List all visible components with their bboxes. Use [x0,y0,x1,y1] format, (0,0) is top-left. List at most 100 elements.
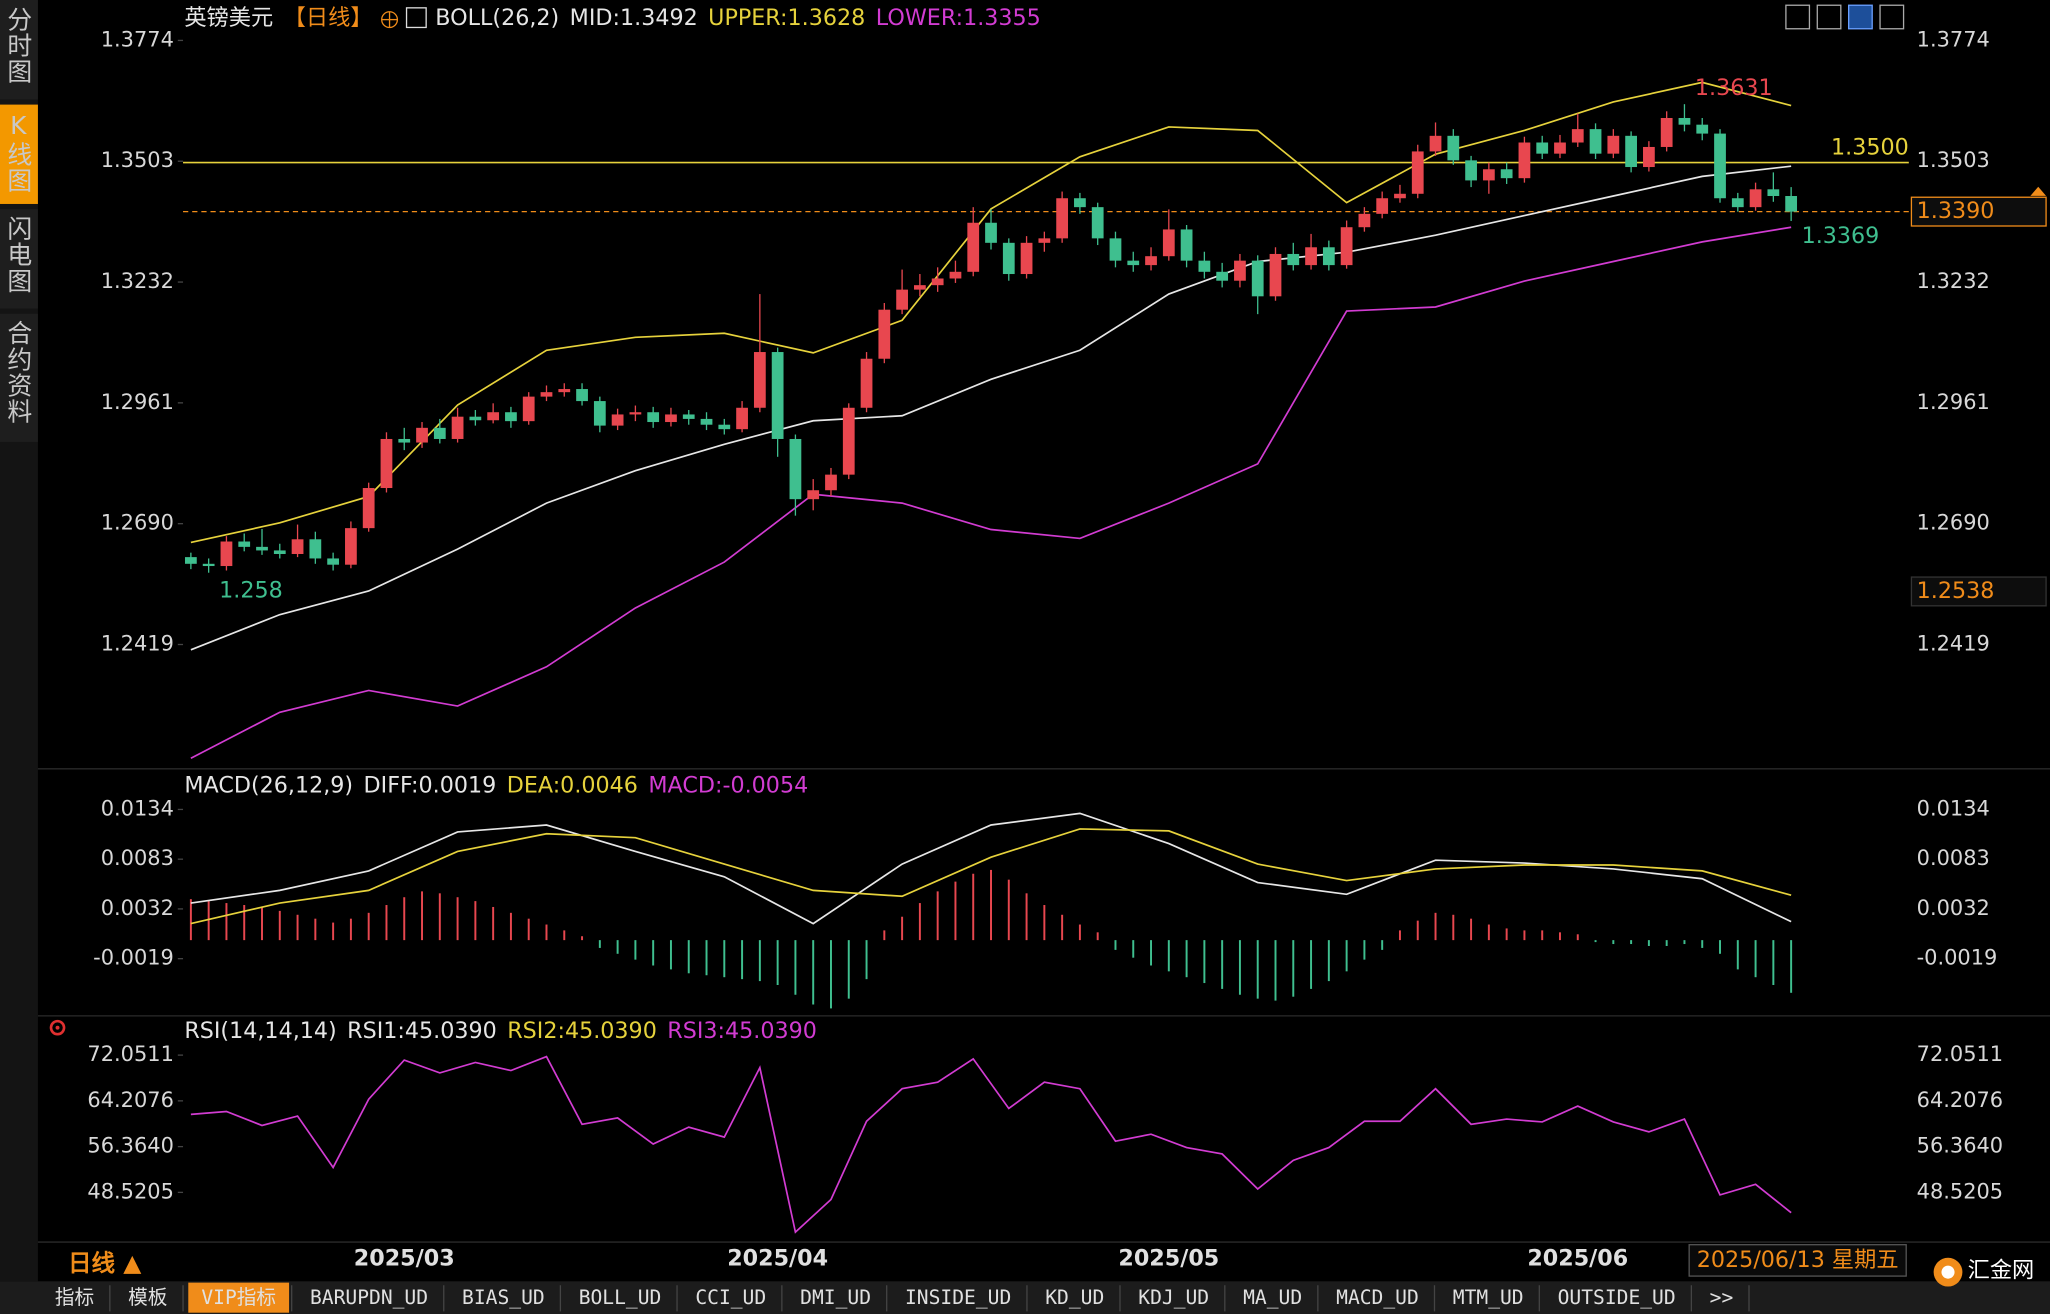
legend-entry: DIFF:0.0019 [364,772,497,798]
sidebar-tab-label[interactable]: 合约资料 [4,320,33,425]
price-marker-box [1910,196,2047,227]
candle-body [451,416,464,439]
footer-tab-bg[interactable] [41,1282,108,1313]
candle-body [753,352,766,408]
y-tick-label-right: 1.3774 [1917,27,1990,51]
sidebar-tab[interactable] [0,104,38,204]
candle-body [1767,189,1780,197]
candle-body [842,407,855,475]
footer-tab[interactable]: >> [1710,1286,1734,1309]
tool-icon[interactable] [1848,4,1873,30]
footer-tab-bg[interactable] [1544,1282,1689,1313]
legend-entry: MACD:-0.0054 [648,772,808,798]
candle-body [1607,135,1620,154]
settings-icon[interactable] [49,1019,66,1036]
price-marker-box [1910,576,2047,607]
candle-body [967,222,980,272]
candle-body [718,424,731,430]
candle-body [1251,260,1264,297]
footer-tab[interactable]: DMI_UD [800,1286,871,1309]
footer-tab-bg[interactable] [296,1282,442,1313]
price-marker-label: 1.2538 [1917,578,1995,604]
candle-body [184,557,197,564]
footer-tab-bg[interactable] [115,1282,181,1313]
candle-body [1234,260,1246,281]
candle-body [1554,142,1566,154]
chart-tools[interactable] [1785,4,1905,30]
candle-body [1500,169,1513,179]
footer-tab[interactable]: MTM_UD [1453,1286,1524,1309]
indicator-icon[interactable] [405,7,427,29]
candle-body [1518,142,1531,179]
tool-icon[interactable] [1816,4,1842,30]
candle-body [1625,135,1637,168]
y-tick-label-right: 1.3232 [1917,269,1990,293]
candle-body [1482,169,1495,181]
candle-body [362,488,375,529]
candle-body [985,222,997,243]
candle-body [540,392,553,397]
chart-title: MACD(26,12,9) [184,772,353,798]
footer-tab-bg[interactable] [682,1282,780,1313]
x-tick-label: 2025/05 [1118,1246,1219,1272]
footer-tab[interactable]: KD_UD [1045,1286,1104,1309]
sidebar-tab-label[interactable]: K线图 [4,111,33,194]
footer-tab-bg[interactable] [1125,1282,1223,1313]
y-tick-label-right: 0.0083 [1917,846,1990,870]
sidebar-tab[interactable] [0,209,38,309]
sidebar-tab[interactable] [0,0,38,100]
footer-tab-bg[interactable] [891,1282,1025,1313]
footer-tab-bg[interactable] [188,1282,290,1313]
candle-body [825,474,837,491]
footer-tab-bg[interactable] [565,1282,675,1313]
y-tick-label: 1.2961 [101,390,174,414]
footer-tab[interactable]: MACD_UD [1336,1286,1419,1309]
footer-tab[interactable]: VIP指标 [201,1286,276,1309]
footer-tab[interactable]: INSIDE_UD [905,1286,1011,1309]
candle-body [1589,129,1602,154]
indicator-line [190,828,1792,925]
footer-tab[interactable]: CCI_UD [695,1286,766,1309]
legend-entry: UPPER:1.3628 [708,5,865,31]
indicator-line [190,1055,1792,1234]
footer-tab-bg[interactable] [448,1282,558,1313]
footer-tab[interactable]: BARUPDN_UD [310,1286,428,1309]
sidebar-tab-label[interactable]: 闪电图 [4,216,33,295]
sidebar-tab-label[interactable]: 分时图 [4,6,33,85]
tool-icon[interactable] [1879,4,1905,30]
y-tick-label: 0.0032 [101,896,174,920]
y-tick-label: 0.0083 [101,846,174,870]
footer-tab-bg[interactable] [787,1282,885,1313]
footer-tab[interactable]: 模板 [128,1286,167,1309]
chart-title: RSI(14,14,14) [184,1018,336,1044]
candle-body [1394,193,1406,199]
candle-body [1678,117,1691,125]
period-button[interactable]: 日线 ▲ [68,1249,142,1277]
footer-tab-bg[interactable] [1696,1282,1747,1313]
footer-tab-bg[interactable] [1032,1282,1118,1313]
y-tick-label-right: 1.2419 [1917,631,1990,655]
footer-tab[interactable]: BOLL_UD [579,1286,662,1309]
tool-icon[interactable] [1785,4,1811,30]
candle-body [1376,198,1389,214]
footer-tab-bg[interactable] [1439,1282,1537,1313]
candle-body [1429,135,1442,152]
candle-body [1660,117,1673,147]
settings-icon-dot [55,1025,60,1030]
footer-tab[interactable]: 指标 [55,1286,94,1309]
footer-tab[interactable]: MA_UD [1243,1286,1302,1309]
footer-tab-bg[interactable] [1230,1282,1316,1313]
sidebar-tab[interactable] [0,313,38,442]
candle-body [914,285,926,290]
chart-title: 英镑美元 [184,5,273,31]
footer-tab[interactable]: BIAS_UD [462,1286,545,1309]
candle-body [505,412,517,422]
footer-tab[interactable]: OUTSIDE_UD [1558,1286,1676,1309]
candle-body [1731,198,1744,208]
footer-tab-bg[interactable] [1323,1282,1432,1313]
candle-body [1002,242,1015,275]
y-tick-label-right: 72.0511 [1917,1042,2003,1066]
footer-tab[interactable]: KDJ_UD [1138,1286,1209,1309]
y-tick-label-right: 1.2961 [1917,390,1990,414]
